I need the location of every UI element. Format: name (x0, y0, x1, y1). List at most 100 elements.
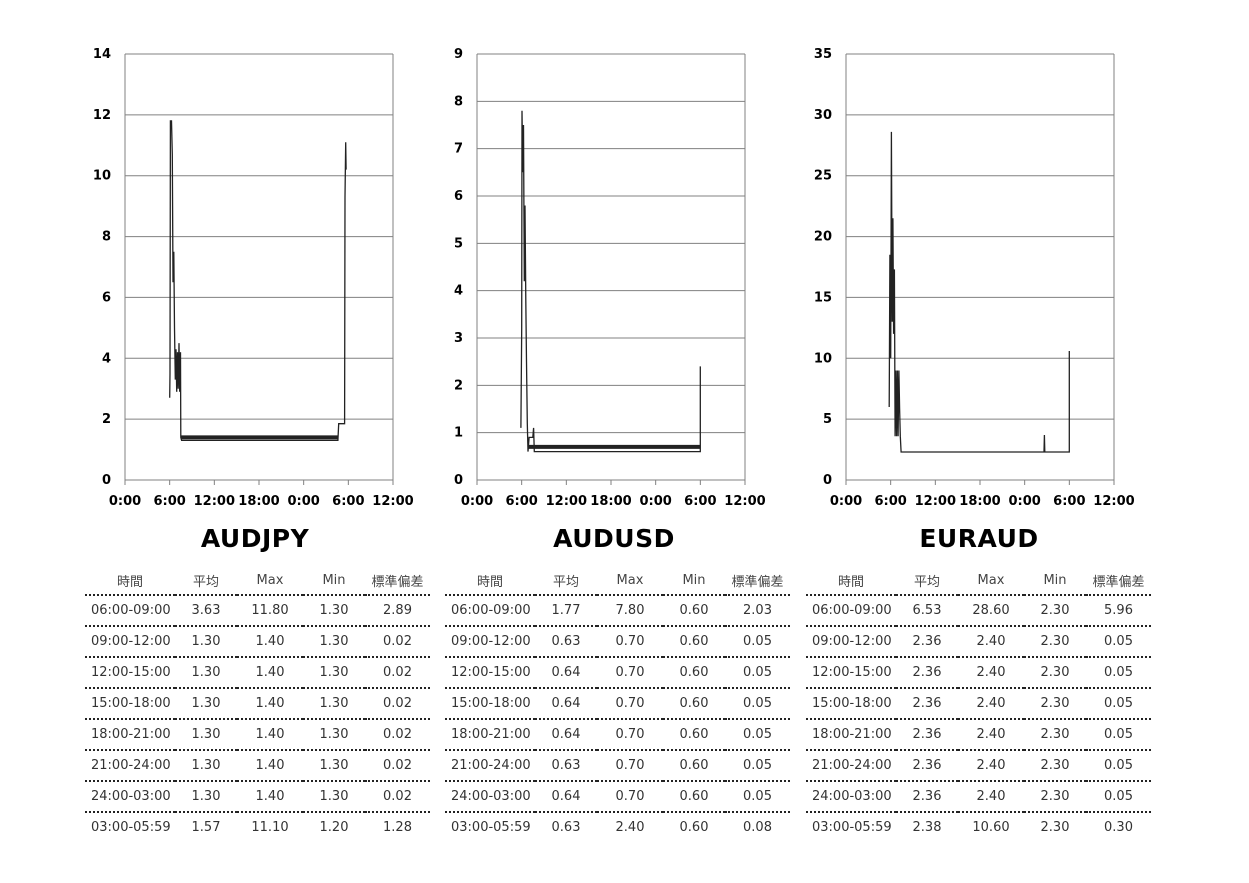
table-cell: 0.05 (725, 749, 790, 781)
stats-table: 時間 平均 Max Min 標準偏差 06:00-09:00 6.53 28.60 2.30 5.… (806, 566, 1151, 842)
table-cell: 12:00-15:00 (806, 656, 896, 688)
table-row: 12:00-15:00 2.36 2.40 2.30 0.05 (806, 656, 1151, 688)
table-header-row: 時間 平均 Max Min 標準偏差 (445, 566, 790, 595)
table-row: 09:00-12:00 2.36 2.40 2.30 0.05 (806, 625, 1151, 657)
table-cell: 1.30 (303, 718, 365, 750)
x-tick-label: 6:00 (1053, 494, 1085, 509)
table-cell: 2.30 (1024, 625, 1086, 657)
table-cell: 0.02 (365, 780, 430, 812)
table-cell: 0.60 (663, 625, 725, 657)
table-cell: 0.63 (535, 811, 597, 842)
table-cell: 0.70 (597, 749, 663, 781)
table-cell: 06:00-09:00 (445, 594, 535, 626)
table-cell: 2.38 (896, 811, 958, 842)
table-cell: 0.70 (597, 780, 663, 812)
table-cell: 1.40 (237, 625, 303, 657)
column-header: 平均 (192, 574, 219, 590)
table-row: 15:00-18:00 1.30 1.40 1.30 0.02 (85, 687, 430, 719)
table-row: 03:00-05:59 2.38 10.60 2.30 0.30 (806, 811, 1151, 842)
table-cell: 03:00-05:59 (806, 811, 896, 842)
y-tick-label: 2 (102, 412, 111, 427)
chart-title: EURAUD (919, 524, 1039, 553)
table-cell: 24:00-03:00 (445, 780, 535, 812)
y-tick-label: 10 (93, 169, 111, 184)
table-cell: 7.80 (597, 594, 663, 626)
table-cell: 09:00-12:00 (85, 625, 175, 657)
table-cell: 2.36 (896, 625, 958, 657)
table-cell: 2.40 (958, 625, 1024, 657)
y-tick-label: 30 (814, 108, 832, 123)
table-cell: 0.05 (1086, 780, 1151, 812)
table-cell: 03:00-05:59 (445, 811, 535, 842)
table-cell: 3.63 (175, 594, 237, 626)
y-tick-label: 4 (454, 284, 463, 299)
x-tick-label: 12:00 (1093, 494, 1134, 509)
y-tick-label: 1 (454, 426, 463, 441)
table-cell: 0.05 (1086, 656, 1151, 688)
table-cell: 2.36 (896, 749, 958, 781)
table-cell: 2.89 (365, 594, 430, 626)
table-cell: 0.05 (725, 718, 790, 750)
column-header: 標準偏差 (371, 574, 424, 590)
table-cell: 0.63 (535, 625, 597, 657)
x-tick-label: 12:00 (546, 494, 587, 509)
y-tick-label: 0 (454, 473, 463, 488)
y-tick-label: 6 (454, 189, 463, 204)
y-tick-label: 4 (102, 351, 111, 366)
table-cell: 1.40 (237, 780, 303, 812)
x-tick-label: 0:00 (639, 494, 671, 509)
series-line (169, 120, 347, 442)
table-row: 24:00-03:00 0.64 0.70 0.60 0.05 (445, 780, 790, 812)
table-cell: 0.05 (725, 780, 790, 812)
table-cell: 1.30 (303, 656, 365, 688)
table-cell: 2.40 (597, 811, 663, 842)
table-cell: 2.40 (958, 718, 1024, 750)
table-cell: 1.30 (303, 687, 365, 719)
table-cell: 0.02 (365, 718, 430, 750)
table-cell: 1.30 (175, 625, 237, 657)
table-cell: 03:00-05:59 (85, 811, 175, 842)
table-cell: 2.36 (896, 656, 958, 688)
table-cell: 1.40 (237, 749, 303, 781)
column-header: 標準偏差 (1092, 574, 1145, 590)
table-row: 09:00-12:00 1.30 1.40 1.30 0.02 (85, 625, 430, 657)
x-tick-label: 6:00 (874, 494, 906, 509)
table-cell: 0.05 (1086, 625, 1151, 657)
table-cell: 6.53 (896, 594, 958, 626)
x-tick-label: 6:00 (332, 494, 364, 509)
table-cell: 2.36 (896, 780, 958, 812)
table-cell: 11.80 (237, 594, 303, 626)
table-cell: 06:00-09:00 (85, 594, 175, 626)
table-cell: 0.02 (365, 656, 430, 688)
table-row: 21:00-24:00 2.36 2.40 2.30 0.05 (806, 749, 1151, 781)
table-cell: 0.60 (663, 749, 725, 781)
y-tick-label: 10 (814, 351, 832, 366)
y-tick-label: 12 (93, 108, 111, 123)
stats-table: 時間 平均 Max Min 標準偏差 06:00-09:00 1.77 7.80 0.60 2.0… (445, 566, 790, 842)
table-cell: 1.30 (303, 780, 365, 812)
table-cell: 0.64 (535, 780, 597, 812)
table-cell: 0.08 (725, 811, 790, 842)
y-tick-label: 3 (454, 331, 463, 346)
table-cell: 24:00-03:00 (85, 780, 175, 812)
y-tick-label: 5 (454, 236, 463, 251)
table-cell: 0.64 (535, 687, 597, 719)
table-cell: 1.20 (303, 811, 365, 842)
table-row: 21:00-24:00 1.30 1.40 1.30 0.02 (85, 749, 430, 781)
table-cell: 1.30 (175, 656, 237, 688)
table-row: 18:00-21:00 0.64 0.70 0.60 0.05 (445, 718, 790, 750)
table-cell: 15:00-18:00 (445, 687, 535, 719)
table-cell: 1.40 (237, 718, 303, 750)
table-row: 18:00-21:00 2.36 2.40 2.30 0.05 (806, 718, 1151, 750)
table-header-row: 時間 平均 Max Min 標準偏差 (806, 566, 1151, 595)
table-cell: 1.30 (175, 749, 237, 781)
table-cell: 21:00-24:00 (445, 749, 535, 781)
table-cell: 0.70 (597, 656, 663, 688)
table-cell: 18:00-21:00 (806, 718, 896, 750)
table-cell: 1.40 (237, 656, 303, 688)
stats-table: 時間 平均 Max Min 標準偏差 06:00-09:00 3.63 11.80 1.30 2.… (85, 566, 430, 842)
x-tick-label: 12:00 (724, 494, 765, 509)
column-header: 時間 (837, 574, 864, 590)
